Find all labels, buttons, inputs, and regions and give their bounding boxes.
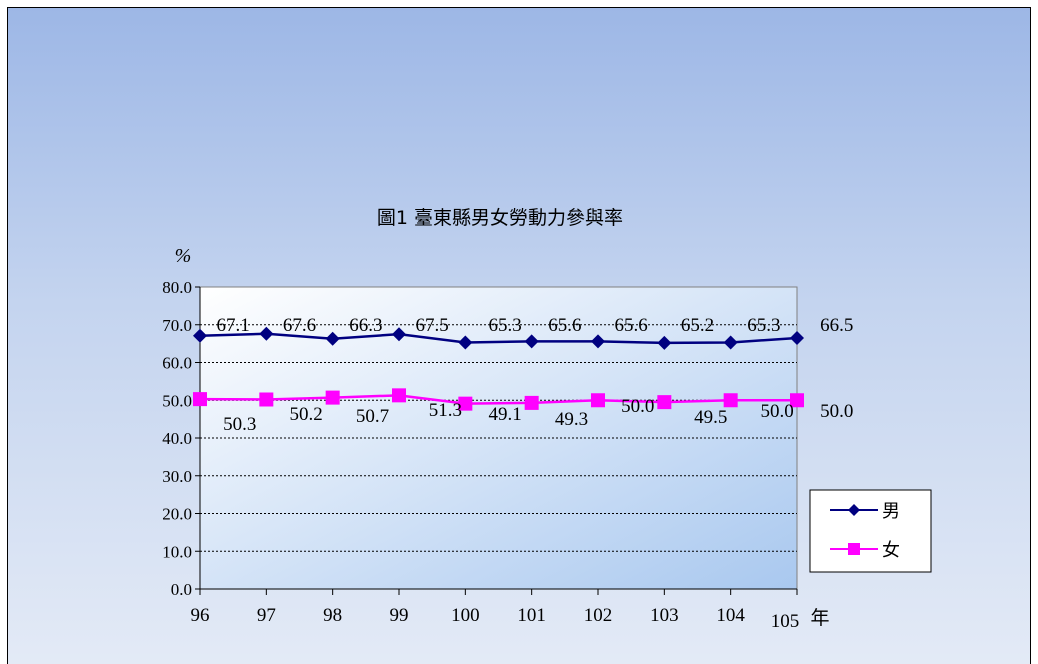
series (193, 326, 804, 411)
data-label-female: 50.2 (290, 404, 323, 425)
data-point-female (325, 390, 340, 405)
x-axis-label: 年 (810, 607, 829, 629)
x-tick-label: 99 (390, 605, 409, 626)
data-label-male: 66.5 (820, 315, 853, 336)
y-tick-label: 70.0 (162, 316, 192, 335)
data-label-male: 65.3 (747, 315, 780, 336)
data-point-male (392, 327, 406, 342)
data-point-female (392, 388, 406, 403)
data-point-male (524, 334, 539, 349)
data-label-female: 50.0 (760, 401, 793, 422)
data-point-female (723, 393, 738, 408)
data-point-male (790, 330, 804, 345)
data-label-female: 50.0 (621, 396, 654, 417)
x-tick-labels: 96 97 98 99 100 101 102 103 104 105 (191, 605, 800, 632)
axes (195, 286, 798, 595)
x-tick-label: 97 (257, 605, 276, 626)
data-point-male (723, 335, 738, 350)
x-tick-label: 103 (650, 605, 679, 626)
data-label-female: 50.7 (356, 406, 389, 427)
legend-marker-male (848, 504, 860, 516)
data-label-male: 65.6 (615, 315, 648, 336)
y-tick-label: 80.0 (162, 278, 192, 297)
data-point-male (259, 326, 274, 341)
x-tick-label: 100 (451, 605, 480, 626)
data-labels: 67.1 67.6 66.3 67.5 65.3 65.6 65.6 65.2 65.3 66.5… (217, 315, 854, 435)
data-label-male: 67.6 (283, 315, 316, 336)
data-point-female (193, 392, 207, 407)
data-label-female: 51.3 (429, 400, 462, 421)
legend-label-male: 男 (882, 501, 900, 522)
y-tick-label: 10.0 (162, 542, 192, 561)
data-label-male: 66.3 (349, 315, 382, 336)
data-label-male: 65.3 (489, 315, 522, 336)
data-point-female (259, 392, 274, 407)
data-label-male: 65.2 (681, 315, 714, 336)
x-tick-label: 98 (323, 605, 342, 626)
data-point-female (458, 396, 473, 411)
y-axis-label: % (175, 245, 192, 267)
data-point-female (790, 393, 804, 408)
y-tick-label: 40.0 (162, 429, 192, 448)
data-label-female: 50.0 (820, 401, 853, 422)
data-point-male (458, 335, 473, 350)
data-label-male: 67.5 (416, 315, 449, 336)
y-tick-label: 50.0 (162, 391, 192, 410)
data-label-female: 49.1 (489, 404, 522, 425)
data-point-male (591, 334, 605, 349)
x-tick-label: 105 (771, 611, 800, 632)
legend-box (809, 489, 932, 573)
data-label-male: 67.1 (217, 315, 250, 336)
x-tick-label: 102 (584, 605, 613, 626)
series-line-female (199, 394, 797, 405)
series-line-male (199, 332, 798, 345)
data-point-male (325, 331, 340, 346)
x-tick-label: 104 (716, 605, 745, 626)
y-tick-label: 30.0 (162, 467, 192, 486)
y-tick-label: 0.0 (171, 580, 192, 599)
legend: 男 女 (809, 489, 932, 573)
x-tick-label: 101 (517, 605, 546, 626)
legend-marker-female (848, 543, 860, 555)
y-tick-labels: 0.0 10.0 20.0 30.0 40.0 50.0 60.0 70.0 80.0 (162, 278, 192, 599)
data-label-female: 49.5 (694, 407, 727, 428)
data-point-male (657, 335, 672, 350)
x-tick-label: 96 (191, 605, 210, 626)
data-point-female (657, 395, 672, 410)
legend-label-female: 女 (882, 540, 900, 561)
data-point-female (524, 395, 539, 410)
y-tick-label: 60.0 (162, 354, 192, 373)
data-point-female (591, 393, 605, 408)
data-label-female: 50.3 (223, 414, 256, 435)
data-point-male (193, 328, 207, 343)
chart-title: 圖1 臺東縣男女勞動力參與率 (377, 207, 623, 229)
data-label-female: 49.3 (555, 409, 588, 430)
data-label-male: 65.6 (548, 315, 581, 336)
y-tick-label: 20.0 (162, 505, 192, 524)
